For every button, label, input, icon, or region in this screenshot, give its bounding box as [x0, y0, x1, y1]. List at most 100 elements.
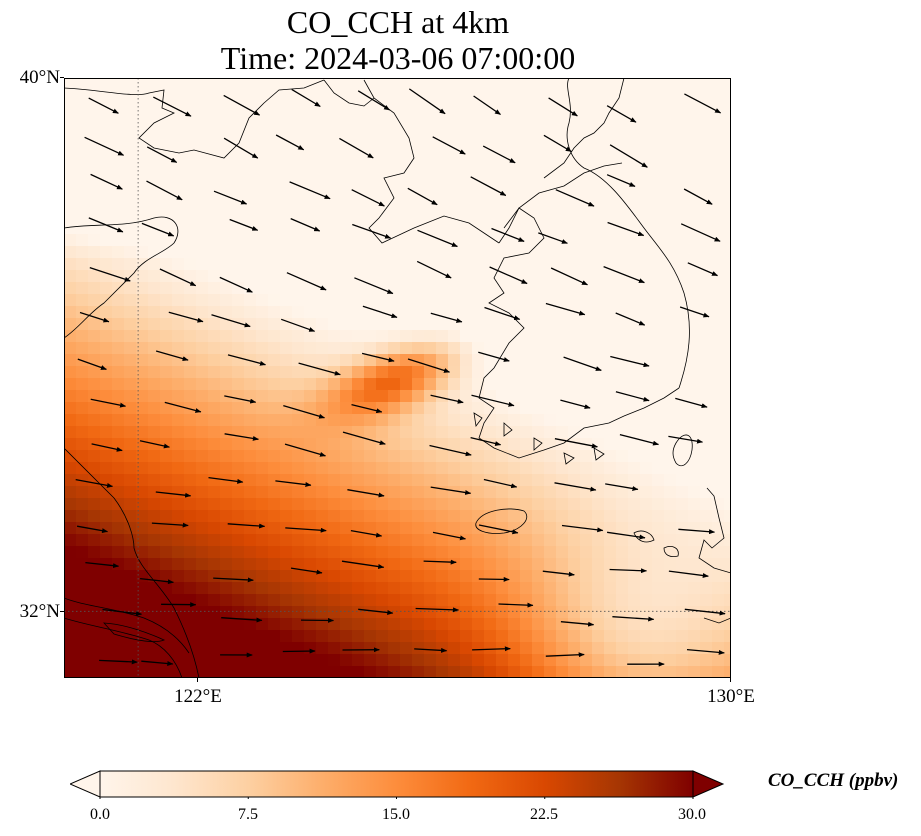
wind-arrow [159, 268, 197, 287]
xtick-label-122e: 122°E [174, 686, 222, 707]
colorbar-title: CO_CCH (ppbv) [768, 770, 899, 791]
map-panel[interactable] [64, 78, 731, 678]
colorbar-tick-0: 0.0 [90, 806, 110, 823]
wind-arrow [478, 524, 519, 535]
wind-arrow [554, 438, 598, 449]
wind-arrow [275, 134, 305, 151]
wind-arrow [208, 476, 244, 484]
wind-arrow [684, 93, 722, 114]
wind-arrow [224, 433, 259, 441]
gridlines [64, 78, 731, 678]
wind-arrow [472, 646, 511, 652]
wind-arrow [153, 96, 192, 117]
wind-arrow [407, 358, 450, 373]
wind-arrow [352, 223, 392, 239]
wind-arrow [79, 311, 110, 323]
wind-arrow [554, 482, 597, 492]
wind-arrow [609, 568, 647, 574]
wind-arrow [358, 608, 394, 615]
wind-arrow [619, 433, 659, 446]
wind-arrow [224, 395, 257, 404]
wind-arrow [164, 401, 202, 413]
coastline-kyushu [698, 487, 731, 574]
wind-arrow [605, 483, 639, 491]
ytick-label-40n: 40°N [19, 67, 60, 88]
wind-arrow [560, 399, 591, 410]
wind-arrow [612, 616, 655, 622]
wind-arrow [679, 306, 710, 318]
wind-arrow [407, 187, 438, 206]
wind-arrow [286, 272, 327, 291]
wind-arrow [362, 305, 398, 319]
wind-arrow [75, 478, 113, 488]
wind-arrow [687, 262, 718, 277]
wind-arrow [229, 218, 259, 231]
wind-arrow [561, 524, 604, 533]
wind-arrow [227, 523, 266, 529]
wind-arrow [484, 306, 521, 321]
wind-arrow [213, 190, 248, 205]
wind-arrow [290, 218, 321, 232]
wind-arrow [429, 444, 472, 457]
wind-arrow [414, 647, 448, 653]
wind-arrow [415, 607, 459, 613]
ytick-label-32n: 32°N [19, 601, 60, 622]
colorbar-tick-30: 30.0 [678, 806, 706, 823]
coastline-kyushu-south [703, 617, 731, 624]
coastline-jeju [475, 508, 528, 534]
wind-arrow [282, 648, 316, 654]
wind-arrow [347, 489, 385, 498]
wind-arrow [221, 617, 263, 623]
colorbar-extend-max [692, 770, 725, 798]
wind-arrow [610, 355, 650, 368]
wind-arrow [88, 217, 124, 233]
wind-arrow [609, 144, 648, 168]
coastline-yangtze-n [64, 597, 190, 654]
coastline-liaodong [323, 79, 375, 107]
wind-arrow [606, 105, 637, 123]
wind-arrow [607, 221, 645, 237]
wind-arrow [478, 351, 510, 362]
wind-arrow [668, 435, 703, 444]
wind-arrow [417, 229, 458, 248]
wind-arrow [76, 525, 108, 534]
wind-arrow [88, 97, 119, 114]
wind-arrow [342, 431, 386, 446]
wind-arrow [298, 362, 341, 376]
wind-arrow [430, 486, 472, 495]
coastline-china-north [64, 79, 325, 159]
wind-arrow [555, 189, 595, 207]
map-canvas[interactable] [64, 78, 731, 678]
xtick-mark-122e [197, 678, 198, 682]
coastline-korea-south-islands [473, 412, 605, 465]
wind-arrow [84, 136, 125, 156]
wind-arrow [351, 189, 385, 207]
wind-arrow [430, 312, 463, 323]
xtick-label-130e: 130°E [707, 686, 755, 707]
coastline-korea-west [478, 207, 680, 459]
wind-arrow [285, 527, 327, 533]
wind-arrow [543, 134, 572, 153]
wind-arrow [432, 531, 466, 541]
wind-arrow [227, 354, 266, 366]
wind-arrow [686, 648, 725, 655]
wind-arrow [139, 440, 170, 449]
wind-arrow [275, 480, 312, 488]
wind-arrow [155, 350, 189, 362]
colorbar [70, 770, 725, 799]
wind-arrow [289, 181, 331, 200]
wind-arrow [678, 528, 715, 535]
wind-arrow [357, 90, 391, 111]
wind-arrow [542, 570, 575, 577]
wind-arrow [615, 391, 650, 402]
coastline-yangtze-s [64, 617, 183, 678]
wind-arrow [102, 608, 142, 617]
wind-arrow [90, 398, 126, 408]
wind-arrow [99, 659, 138, 665]
coastline-korea-east [566, 78, 690, 389]
wind-arrow [603, 265, 645, 284]
colorbar-tick-7p5: 7.5 [238, 806, 258, 823]
wind-arrow [430, 394, 464, 404]
wind-arrow [291, 88, 321, 108]
wind-arrow [223, 137, 259, 159]
